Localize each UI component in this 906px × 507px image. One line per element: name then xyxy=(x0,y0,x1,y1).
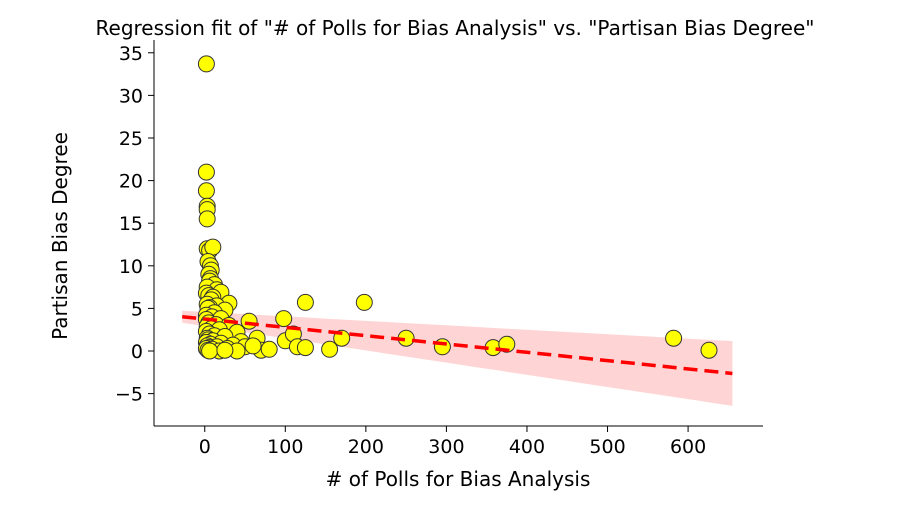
data-point xyxy=(260,340,278,358)
ticks: 0 100 200 300 400 500 600 −5 0 5 10 15 20 25 30 35 xyxy=(115,43,706,458)
y-tick-label: 30 xyxy=(119,85,143,107)
data-point xyxy=(665,329,683,347)
data-point xyxy=(321,340,339,358)
y-tick-label: 25 xyxy=(119,128,143,150)
data-point xyxy=(296,339,314,357)
x-tick-label: 400 xyxy=(509,436,545,458)
x-axis-label: # of Polls for Bias Analysis xyxy=(326,467,591,491)
x-tick-label: 600 xyxy=(670,436,706,458)
data-point xyxy=(216,341,234,359)
regression-line xyxy=(182,314,733,376)
axes xyxy=(153,40,763,427)
data-point xyxy=(197,182,215,200)
y-tick-label: 10 xyxy=(119,256,143,278)
y-tick-label: 35 xyxy=(119,43,143,65)
y-tick-label: 15 xyxy=(119,213,143,235)
data-point xyxy=(197,163,215,181)
data-point xyxy=(197,55,215,73)
y-tick-label: 5 xyxy=(131,298,143,320)
data-point xyxy=(204,238,222,256)
data-point xyxy=(198,210,216,228)
y-tick-label: 20 xyxy=(119,171,143,193)
x-tick-label: 100 xyxy=(267,436,303,458)
y-tick-label: −5 xyxy=(115,384,143,406)
x-tick-label: 500 xyxy=(589,436,625,458)
data-point xyxy=(240,312,258,330)
x-tick-label: 0 xyxy=(199,436,211,458)
data-point xyxy=(275,310,293,328)
data-point xyxy=(355,293,373,311)
x-tick-label: 200 xyxy=(348,436,384,458)
chart-title: Regression fit of "# of Polls for Bias A… xyxy=(96,16,815,40)
data-point xyxy=(244,337,262,355)
plot-area xyxy=(182,55,733,406)
confidence-band xyxy=(182,310,733,406)
data-point xyxy=(700,341,718,359)
data-point xyxy=(201,342,219,360)
data-point xyxy=(296,293,314,311)
x-tick-label: 300 xyxy=(428,436,464,458)
y-axis-label: Partisan Bias Degree xyxy=(48,132,72,340)
data-point xyxy=(433,338,451,356)
y-tick-label: 0 xyxy=(131,341,143,363)
